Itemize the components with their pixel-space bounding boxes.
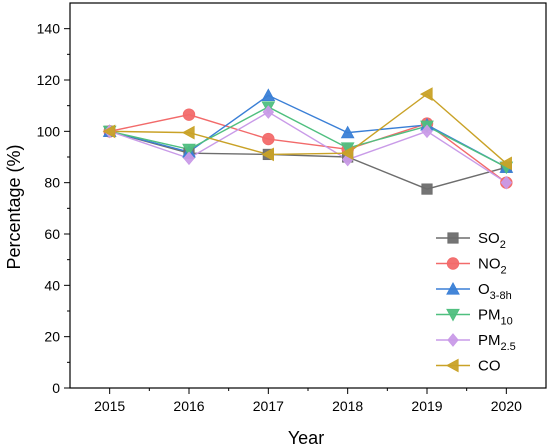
legend-marker: [446, 281, 460, 295]
data-point-co: [102, 124, 116, 139]
series-line-pm25: [109, 111, 507, 184]
legend-label: NO2: [478, 256, 507, 277]
data-point-pm25: [262, 105, 275, 119]
plot-frame: [69, 2, 547, 389]
y-tick-label: 20: [44, 329, 60, 345]
series-line-pm10: [109, 106, 507, 168]
data-point-no2: [182, 108, 196, 121]
legend-item-co: CO: [436, 358, 501, 375]
legend-marker: [446, 308, 460, 322]
data-point-co: [261, 147, 274, 162]
y-axis: 0 20 40 60 80 100 120 140: [37, 21, 70, 396]
x-tick-label: 2015: [94, 398, 125, 414]
legend-label: SO2: [478, 230, 506, 251]
x-tick-label: 2019: [411, 398, 442, 414]
series-markers: [102, 87, 514, 195]
legend-label: PM10: [478, 307, 513, 328]
legend: SO2 NO2 O3-8h PM10 PM2.5 CO: [436, 230, 516, 375]
legend-marker: [446, 257, 460, 270]
data-point-pm25: [421, 124, 433, 139]
legend-marker: [447, 333, 459, 347]
data-point-co: [181, 125, 195, 140]
legend-item-o38h: O3-8h: [436, 281, 512, 302]
data-point-co: [499, 156, 512, 171]
y-tick-label: 60: [44, 226, 60, 242]
y-tick-label: 0: [52, 380, 60, 396]
series-lines: [109, 93, 507, 190]
x-tick-label: 2017: [253, 398, 284, 414]
data-point-o38h: [261, 88, 276, 101]
y-axis-title: Percentage (%): [4, 144, 24, 269]
x-axis: 2015 2016 2017 2018 2019 2020: [94, 388, 522, 414]
x-axis-title: Year: [288, 428, 324, 448]
data-point-pm25: [500, 175, 513, 190]
data-point-pm25: [183, 151, 195, 166]
y-tick-label: 100: [37, 123, 61, 139]
y-tick-label: 140: [37, 21, 61, 37]
plot-border: [69, 2, 547, 389]
x-tick-label: 2018: [332, 398, 363, 414]
y-tick-label: 40: [44, 277, 60, 293]
series-line-no2: [109, 113, 507, 184]
legend-item-so2: SO2: [436, 230, 506, 251]
x-tick-label: 2020: [491, 398, 522, 414]
legend-item-no2: NO2: [436, 256, 507, 277]
series-line-so2: [109, 130, 507, 190]
data-point-co: [340, 146, 354, 161]
series-line-o38h: [109, 94, 507, 168]
data-point-no2: [262, 132, 275, 146]
legend-item-pm25: PM2.5: [436, 332, 516, 353]
data-point-pm10: [182, 143, 196, 157]
y-tick-label: 120: [37, 72, 61, 88]
x-tick-label: 2016: [173, 398, 204, 414]
data-point-o38h: [340, 125, 355, 139]
legend-label: PM2.5: [478, 332, 516, 353]
legend-item-pm10: PM10: [436, 307, 513, 328]
data-point-so2: [421, 183, 433, 195]
legend-marker: [445, 358, 459, 373]
legend-marker: [447, 232, 459, 244]
data-point-co: [419, 87, 433, 101]
legend-label: O3-8h: [478, 281, 512, 302]
y-tick-label: 80: [44, 175, 60, 191]
legend-label: CO: [478, 358, 501, 375]
series-line-co: [109, 93, 507, 164]
